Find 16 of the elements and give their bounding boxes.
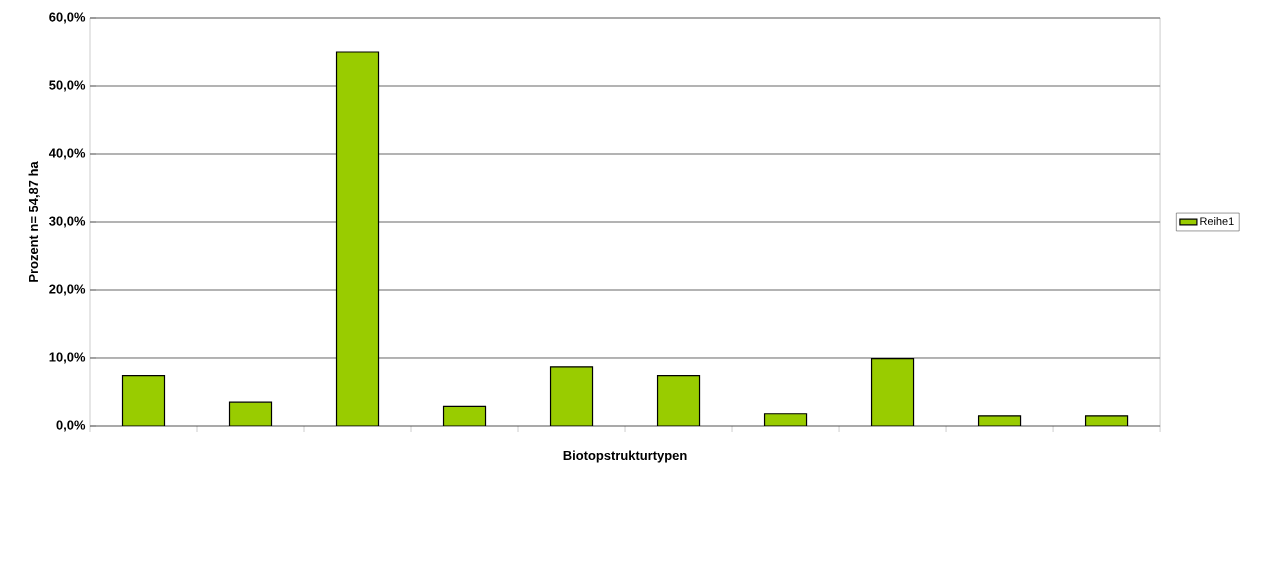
x-axis-title: Biotopstrukturtypen xyxy=(563,450,687,463)
y-axis-title: Prozent n= 54,87 ha xyxy=(28,161,40,282)
y-tick-label: 10,0% xyxy=(49,352,86,364)
legend-label: Reihe1 xyxy=(1200,217,1234,226)
y-tick-label: 0,0% xyxy=(56,420,86,432)
y-tick-label: 50,0% xyxy=(49,80,86,92)
y-tick-label: 60,0% xyxy=(49,12,86,24)
bar xyxy=(335,51,380,426)
bar xyxy=(228,401,273,426)
y-tick-label: 30,0% xyxy=(49,216,86,228)
y-tick-label: 40,0% xyxy=(48,148,86,160)
bar xyxy=(656,375,701,426)
y-tick-label: 20,0% xyxy=(49,284,86,296)
bar xyxy=(870,358,915,426)
bar xyxy=(549,366,594,426)
bar xyxy=(121,375,166,426)
